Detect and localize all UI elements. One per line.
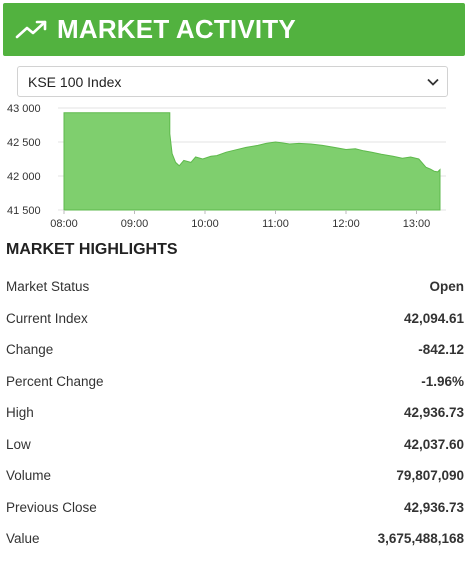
highlights-title: MARKET HIGHLIGHTS: [6, 241, 178, 258]
x-tick-label: 12:00: [332, 218, 360, 230]
y-tick-label: 41 500: [7, 205, 41, 217]
chevron-down-icon: [427, 78, 439, 86]
highlight-label: Percent Change: [6, 373, 104, 389]
y-tick-label: 42 500: [7, 137, 41, 149]
index-chart: 43 000 42 500 42 000 41 500 08:00 09:00 10:00…: [7, 103, 446, 230]
highlight-row: Value 3,675,488,168: [0, 523, 471, 555]
highlight-value: -842.12: [418, 342, 464, 358]
highlight-row: Market Status Open: [0, 271, 471, 303]
highlight-label: Low: [6, 436, 31, 452]
highlight-label: Current Index: [6, 310, 88, 326]
highlight-value: 42,037.60: [403, 436, 464, 452]
x-tick-label: 08:00: [50, 218, 78, 230]
index-select[interactable]: KSE 100 Index: [17, 66, 448, 97]
highlight-row: High 42,936.73: [0, 397, 471, 429]
highlight-label: Previous Close: [6, 499, 97, 515]
y-tick-label: 42 000: [7, 171, 41, 183]
x-tick-label: 13:00: [403, 218, 431, 230]
highlight-label: Change: [6, 342, 54, 358]
highlight-row: Current Index 42,094.61: [0, 303, 471, 335]
page-title: MARKET ACTIVITY: [57, 14, 296, 44]
highlight-value: 42,936.73: [403, 405, 464, 421]
highlight-row: Low 42,037.60: [0, 429, 471, 461]
x-tick-label: 09:00: [121, 218, 149, 230]
highlight-value: 42,936.73: [403, 499, 464, 515]
index-area: [63, 112, 441, 211]
highlight-value: 42,094.61: [403, 310, 464, 326]
market-activity-header: MARKET ACTIVITY: [3, 3, 465, 56]
highlights-table: Market Status Open Current Index 42,094.61 C…: [0, 271, 471, 555]
highlight-row: Percent Change -1.96%: [0, 366, 471, 398]
highlight-value: 79,807,090: [396, 468, 464, 484]
highlight-value: -1.96%: [421, 373, 464, 389]
highlight-row: Previous Close 42,936.73: [0, 492, 471, 524]
highlight-row: Change -842.12: [0, 334, 471, 366]
y-tick-label: 43 000: [7, 103, 41, 115]
x-tick-label: 11:00: [262, 218, 289, 230]
highlight-label: Value: [6, 531, 40, 547]
highlight-value: 3,675,488,168: [377, 531, 464, 547]
highlight-label: High: [6, 405, 34, 421]
index-select-value: KSE 100 Index: [28, 73, 122, 90]
trending-up-icon: [15, 20, 47, 38]
x-tick-label: 10:00: [191, 218, 219, 230]
highlight-label: Volume: [6, 468, 52, 484]
highlight-label: Market Status: [6, 279, 90, 295]
highlight-value: Open: [429, 279, 464, 295]
highlight-row: Volume 79,807,090: [0, 460, 471, 492]
